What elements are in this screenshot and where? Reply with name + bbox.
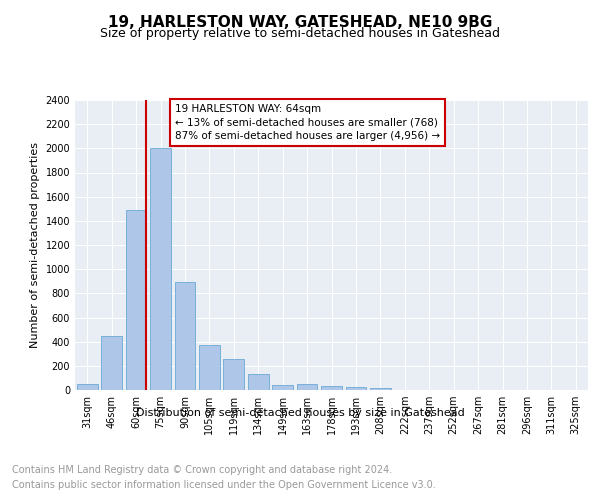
Bar (77, 384, 98, 390)
Bar (296, 384, 317, 390)
Bar (199, 344, 220, 390)
Text: Distribution of semi-detached houses by size in Gateshead: Distribution of semi-detached houses by … (136, 408, 464, 418)
Bar (101, 336, 122, 390)
Text: 19 HARLESTON WAY: 64sqm
← 13% of semi-detached houses are smaller (768)
87% of s: 19 HARLESTON WAY: 64sqm ← 13% of semi-de… (175, 104, 440, 141)
Text: Contains public sector information licensed under the Open Government Licence v3: Contains public sector information licen… (12, 480, 436, 490)
Bar (223, 359, 244, 390)
Y-axis label: Number of semi-detached properties: Number of semi-detached properties (30, 142, 40, 348)
Bar (370, 388, 391, 390)
Bar (272, 384, 293, 390)
Text: Size of property relative to semi-detached houses in Gateshead: Size of property relative to semi-detach… (100, 28, 500, 40)
Bar (175, 282, 196, 390)
Bar (125, 210, 146, 390)
Bar (346, 387, 367, 390)
Text: 19, HARLESTON WAY, GATESHEAD, NE10 9BG: 19, HARLESTON WAY, GATESHEAD, NE10 9BG (108, 15, 492, 30)
Text: Contains HM Land Registry data © Crown copyright and database right 2024.: Contains HM Land Registry data © Crown c… (12, 465, 392, 475)
Bar (248, 374, 269, 390)
Bar (150, 148, 171, 390)
Bar (321, 386, 342, 390)
